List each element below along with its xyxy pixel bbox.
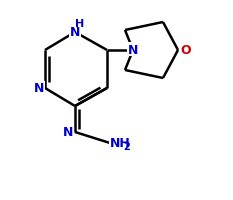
Text: N: N [128,43,138,56]
Text: NH: NH [110,137,131,150]
Text: O: O [180,44,191,57]
Text: 2: 2 [123,141,130,151]
Text: N: N [70,26,80,39]
Text: N: N [34,82,44,95]
Text: N: N [63,126,73,139]
Text: H: H [75,19,85,29]
